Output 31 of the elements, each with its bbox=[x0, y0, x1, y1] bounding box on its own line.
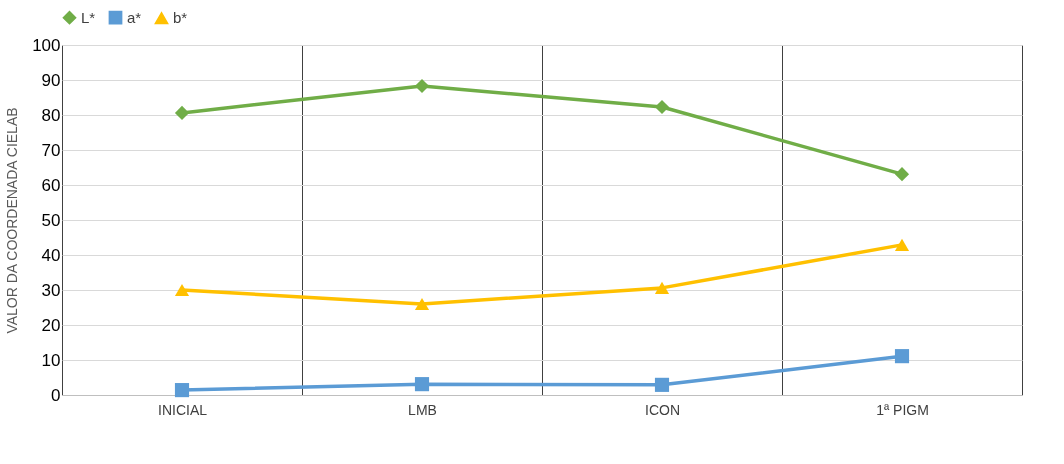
point bbox=[414, 377, 430, 392]
point bbox=[174, 283, 190, 297]
point bbox=[654, 99, 670, 115]
y-tick-label: 80 bbox=[41, 105, 61, 125]
point bbox=[894, 349, 910, 364]
point bbox=[414, 78, 430, 94]
x-tick-label: INICIAL bbox=[157, 401, 208, 418]
y-tick-label: 100 bbox=[32, 35, 61, 55]
point bbox=[174, 383, 190, 398]
y-tick-label: 50 bbox=[41, 210, 61, 230]
y-tick-label: 70 bbox=[41, 140, 61, 160]
x-tick-label: LMB bbox=[408, 401, 437, 418]
y-tick-label: 0 bbox=[51, 385, 61, 405]
y-tick-label: 20 bbox=[41, 315, 61, 335]
y-tick-label: 30 bbox=[41, 280, 61, 300]
point bbox=[654, 281, 670, 295]
y-axis-title: VALOR DA COORDENADA CIELAB bbox=[4, 107, 21, 334]
legend-label: L* bbox=[81, 8, 96, 26]
y-tick-label: 40 bbox=[41, 245, 61, 265]
point bbox=[174, 105, 190, 120]
y-tick-label: 10 bbox=[41, 350, 61, 370]
point bbox=[654, 377, 670, 392]
x-tick-label: 1ª PIGM bbox=[876, 401, 929, 418]
y-tick-label: 60 bbox=[41, 175, 61, 195]
point bbox=[894, 238, 910, 251]
y-tick-label: 90 bbox=[41, 70, 61, 90]
legend-label: b* bbox=[173, 9, 188, 27]
legend-label: a* bbox=[127, 8, 142, 26]
point bbox=[414, 297, 430, 311]
x-tick-label: ICON bbox=[645, 401, 680, 418]
point bbox=[894, 167, 910, 182]
